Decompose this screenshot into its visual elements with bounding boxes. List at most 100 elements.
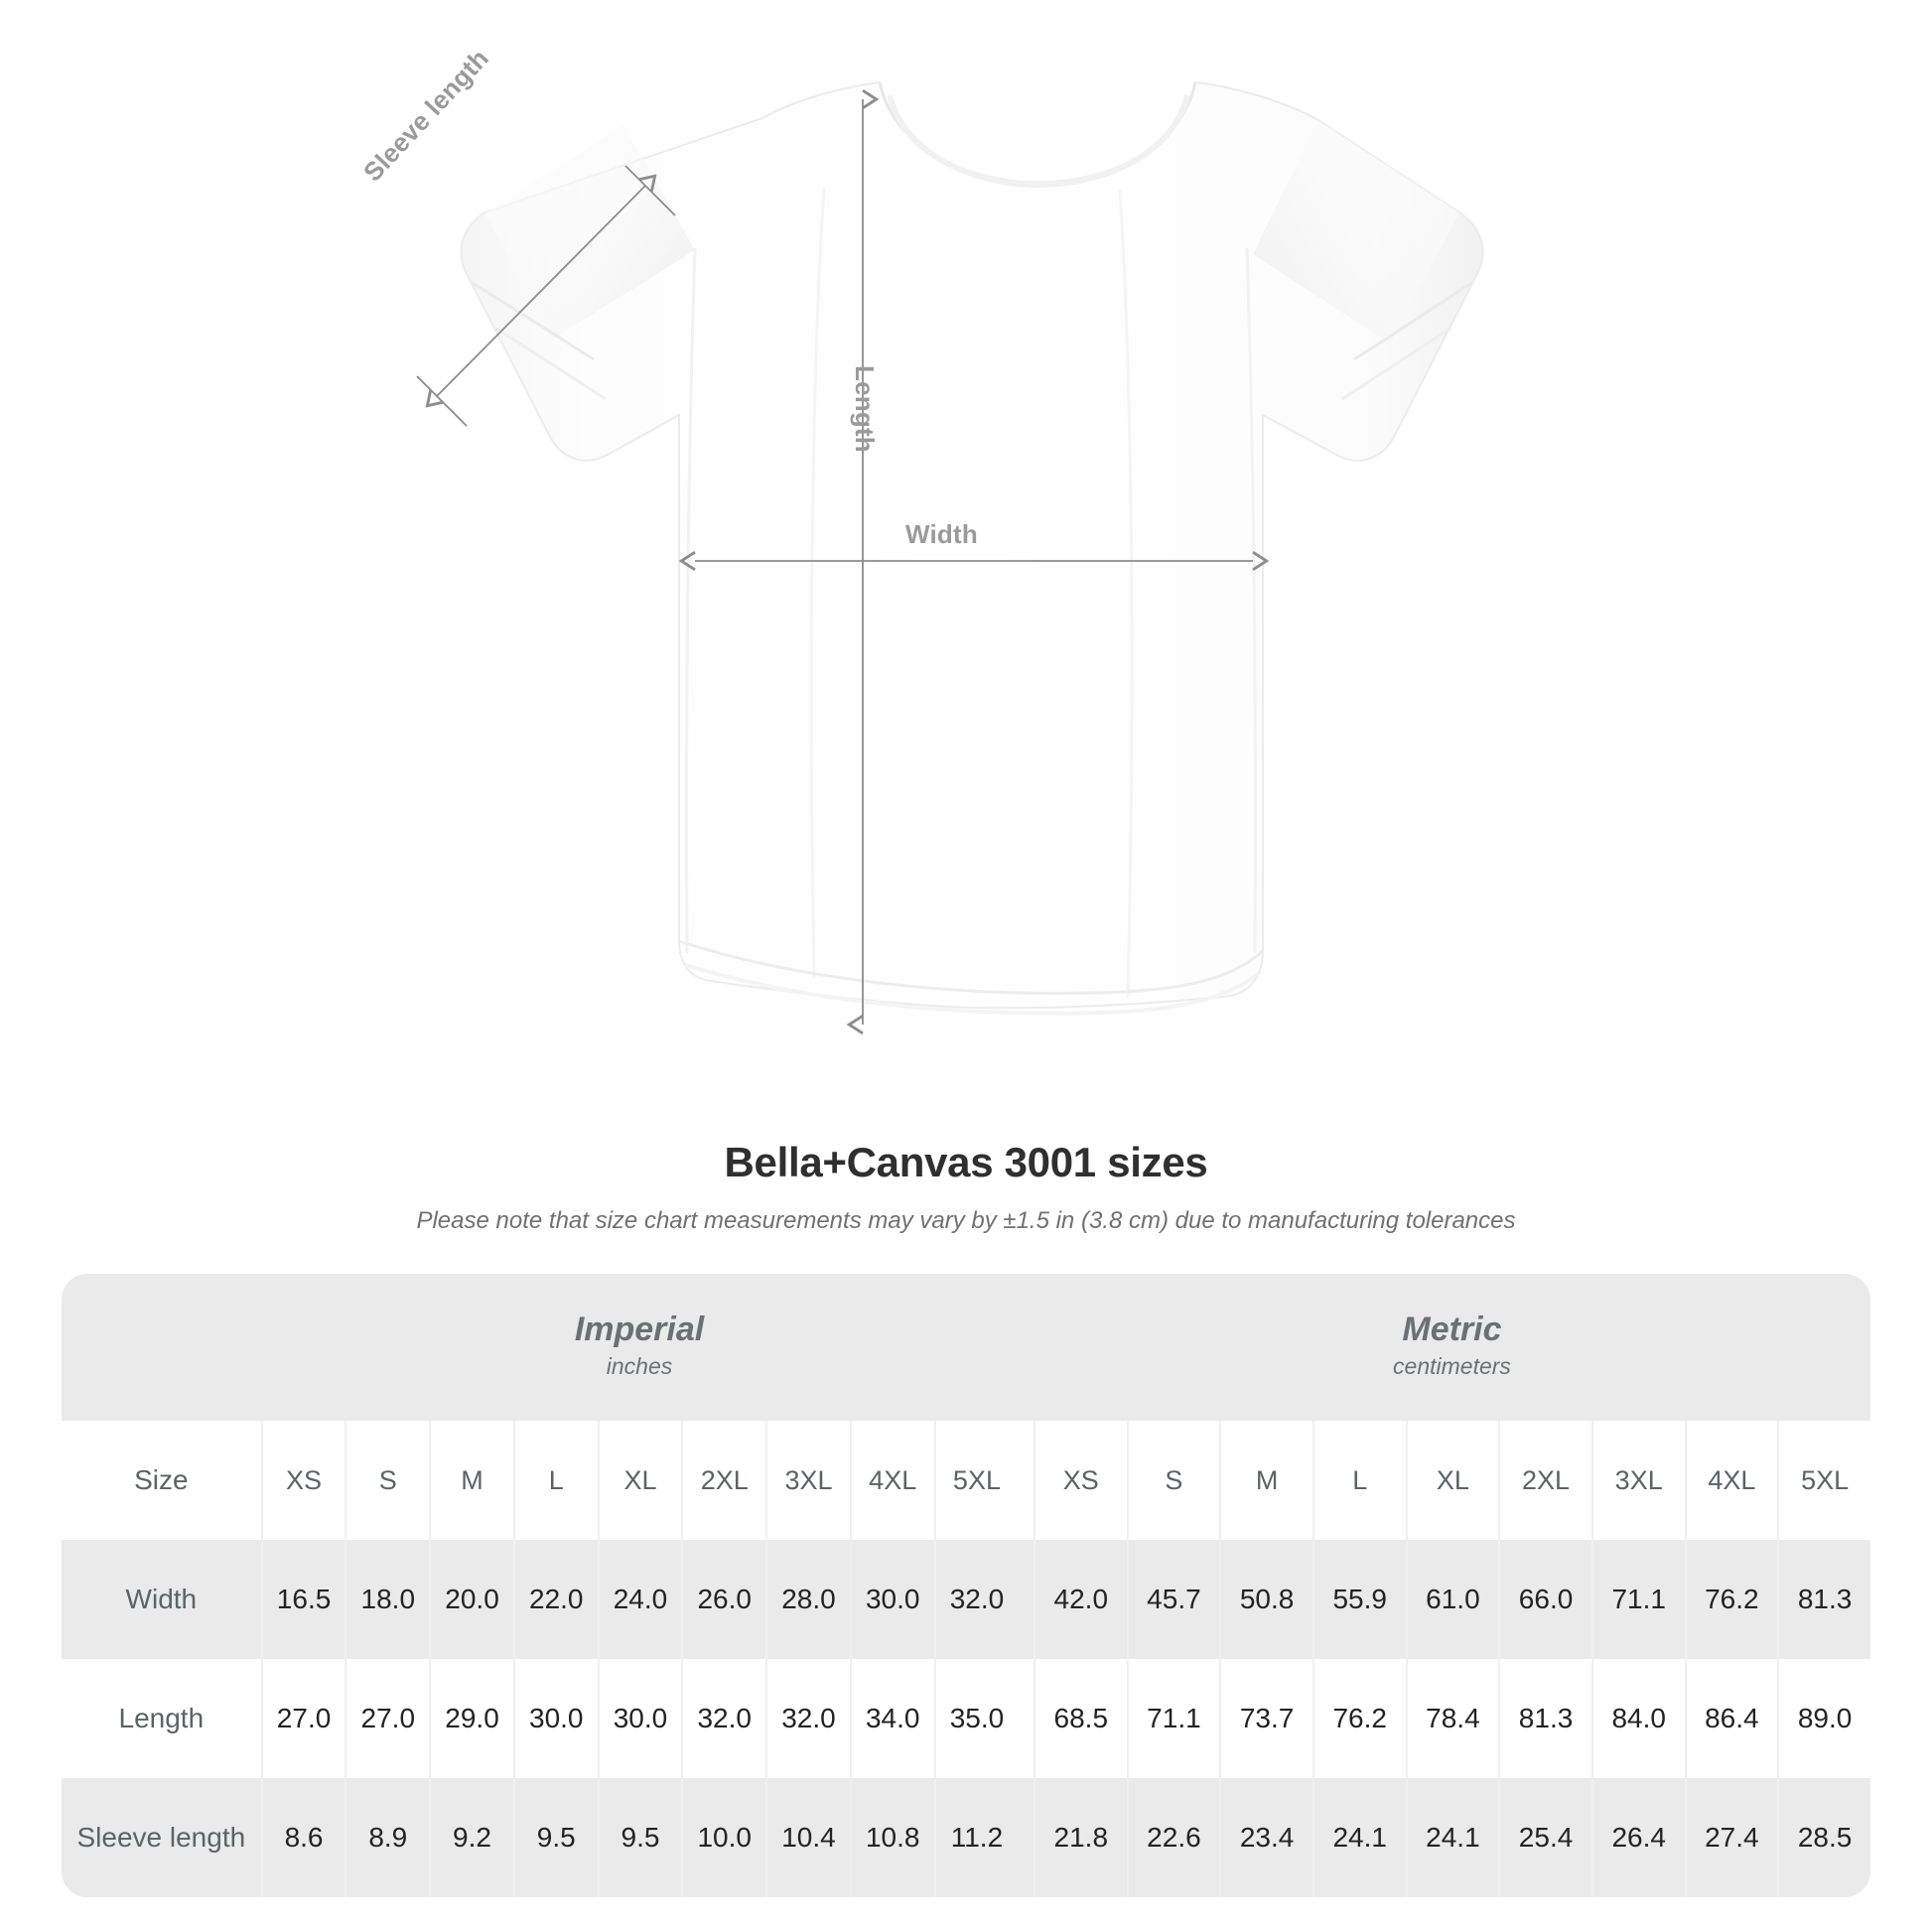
size-header-gap [1018,1421,1034,1540]
cell-width-metric-xl: 61.0 [1405,1540,1499,1659]
cell-width-metric-xs: 42.0 [1033,1540,1127,1659]
cell-length-metric-l: 76.2 [1311,1659,1406,1778]
cell-length-imperial-l: 30.0 [512,1659,598,1778]
cell-width-imperial-m: 20.0 [429,1540,513,1659]
cell-length-imperial-xs: 27.0 [260,1659,345,1778]
row-gap-sleeve [1018,1778,1034,1897]
row-gap-length [1018,1659,1034,1778]
cell-sleeve-imperial-5xl: 11.2 [933,1778,1019,1897]
table-row-length: Length 27.0 27.0 29.0 30.0 30.0 32.0 32.… [62,1659,1870,1778]
cell-length-metric-4xl: 86.4 [1684,1659,1778,1778]
measurement-guides [416,99,1253,1025]
length-label: Length [850,365,880,453]
cell-sleeve-imperial-3xl: 10.4 [765,1778,850,1897]
size-header-metric-2xl: 2XL [1498,1421,1591,1540]
cell-sleeve-metric-2xl: 25.4 [1498,1778,1591,1897]
unit-group-metric-name: Metric [1402,1311,1502,1349]
row-label-length: Length [62,1659,261,1778]
size-header-imperial-l: L [512,1421,598,1540]
size-header-metric-3xl: 3XL [1590,1421,1685,1540]
size-header-metric-5xl: 5XL [1777,1421,1870,1540]
cell-sleeve-metric-m: 23.4 [1219,1778,1312,1897]
cell-length-imperial-2xl: 32.0 [681,1659,766,1778]
size-header-metric-xs: XS [1033,1421,1127,1540]
cell-length-metric-xl: 78.4 [1405,1659,1499,1778]
cell-sleeve-imperial-l: 9.5 [512,1778,598,1897]
cell-width-imperial-5xl: 32.0 [933,1540,1019,1659]
size-header-imperial-s: S [345,1421,430,1540]
cell-width-metric-5xl: 81.3 [1777,1540,1870,1659]
unit-header-row: Imperial inches Metric centimeters [62,1274,1870,1421]
cell-length-imperial-3xl: 32.0 [765,1659,850,1778]
cell-sleeve-metric-xl: 24.1 [1405,1778,1499,1897]
size-table: Imperial inches Metric centimeters Size … [62,1274,1870,1897]
cell-sleeve-metric-l: 24.1 [1311,1778,1406,1897]
tshirt-silhouette [460,80,1484,1016]
cell-width-imperial-s: 18.0 [345,1540,430,1659]
unit-header-spacer [62,1274,261,1421]
cell-length-imperial-m: 29.0 [429,1659,513,1778]
size-header-row: Size XS S M L XL 2XL 3XL 4XL 5XL XS S M … [62,1421,1870,1540]
sleeve-tick-lower [416,375,468,427]
cell-length-metric-5xl: 89.0 [1777,1659,1870,1778]
size-header-imperial-xs: XS [260,1421,345,1540]
cell-length-imperial-s: 27.0 [345,1659,430,1778]
cell-width-metric-3xl: 71.1 [1590,1540,1685,1659]
cell-width-imperial-xl: 24.0 [597,1540,682,1659]
row-label-sleeve-length: Sleeve length [62,1778,261,1897]
size-header-imperial-xl: XL [597,1421,682,1540]
cell-width-metric-m: 50.8 [1219,1540,1312,1659]
table-row-width: Width 16.5 18.0 20.0 22.0 24.0 26.0 28.0… [62,1540,1870,1659]
cell-width-imperial-l: 22.0 [512,1540,598,1659]
size-header-imperial-m: M [429,1421,513,1540]
tshirt-illustration [416,80,1484,1112]
row-gap-width [1018,1540,1034,1659]
cell-sleeve-imperial-s: 8.9 [345,1778,430,1897]
title-block: Bella+Canvas 3001 sizes Please note that… [0,1138,1932,1237]
size-header-metric-s: S [1126,1421,1220,1540]
cell-sleeve-imperial-2xl: 10.0 [681,1778,766,1897]
size-header-metric-l: L [1311,1421,1406,1540]
size-header-metric-4xl: 4XL [1684,1421,1778,1540]
cell-sleeve-imperial-4xl: 10.8 [849,1778,934,1897]
cell-length-metric-3xl: 84.0 [1590,1659,1685,1778]
tolerance-note: Please note that size chart measurements… [416,1207,1516,1235]
cell-length-metric-xs: 68.5 [1033,1659,1127,1778]
cell-width-metric-s: 45.7 [1126,1540,1220,1659]
unit-header-gap [1018,1274,1034,1421]
size-header-imperial-3xl: 3XL [765,1421,850,1540]
size-header-label: Size [62,1421,261,1540]
cell-sleeve-metric-xs: 21.8 [1033,1778,1127,1897]
cell-width-imperial-3xl: 28.0 [765,1540,850,1659]
sleeve-tick-upper [624,165,676,216]
cell-sleeve-metric-4xl: 27.4 [1684,1778,1778,1897]
size-header-imperial-5xl: 5XL [933,1421,1019,1540]
size-header-metric-m: M [1219,1421,1312,1540]
cell-length-imperial-5xl: 35.0 [933,1659,1019,1778]
size-header-imperial-4xl: 4XL [849,1421,934,1540]
unit-group-metric-sub: centimeters [1393,1353,1511,1380]
row-label-width: Width [62,1540,261,1659]
cell-sleeve-imperial-m: 9.2 [429,1778,513,1897]
cell-length-metric-m: 73.7 [1219,1659,1312,1778]
cell-width-imperial-xs: 16.5 [260,1540,345,1659]
unit-group-imperial: Imperial inches [260,1274,1019,1421]
cell-width-metric-4xl: 76.2 [1684,1540,1778,1659]
cell-length-imperial-4xl: 34.0 [849,1659,934,1778]
size-header-metric-xl: XL [1405,1421,1499,1540]
page-title: Bella+Canvas 3001 sizes [724,1139,1208,1185]
cell-sleeve-metric-3xl: 26.4 [1590,1778,1685,1897]
cell-width-imperial-4xl: 30.0 [849,1540,934,1659]
cell-sleeve-metric-5xl: 28.5 [1777,1778,1870,1897]
size-header-imperial-2xl: 2XL [681,1421,766,1540]
cell-width-imperial-2xl: 26.0 [681,1540,766,1659]
cell-length-metric-2xl: 81.3 [1498,1659,1591,1778]
cell-length-imperial-xl: 30.0 [597,1659,682,1778]
tshirt-diagram: Sleeve length Length Width [357,44,1484,1112]
cell-width-metric-2xl: 66.0 [1498,1540,1591,1659]
sleeve-length-guide-line [437,186,645,396]
unit-group-metric: Metric centimeters [1033,1274,1870,1421]
cell-sleeve-metric-s: 22.6 [1126,1778,1220,1897]
cell-width-metric-l: 55.9 [1311,1540,1406,1659]
